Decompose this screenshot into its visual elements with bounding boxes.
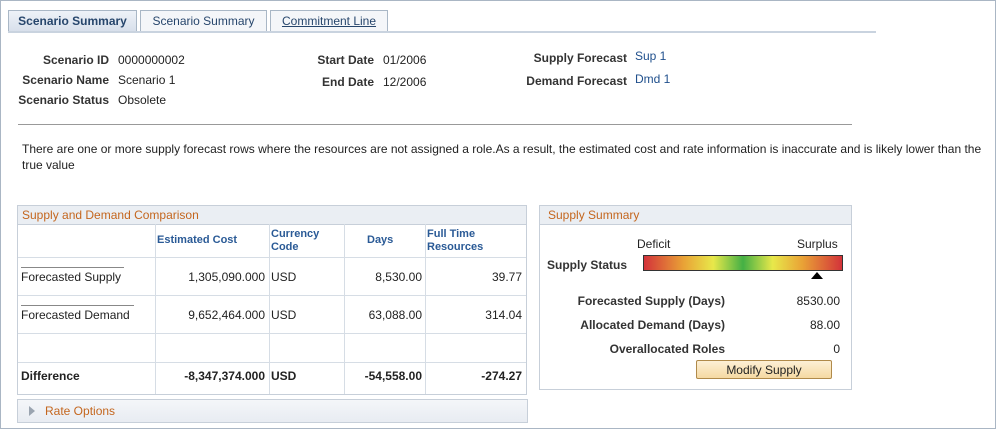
- row-demand-cost: 9,652,464.000: [188, 308, 265, 322]
- comparison-grid: Supply and Demand Comparison: [17, 205, 527, 395]
- row-supply-fte: 39.77: [491, 270, 522, 284]
- row-label-forecasted-demand: Forecasted Demand: [21, 308, 130, 322]
- row-difference-days: -54,558.00: [364, 369, 422, 383]
- start-date-value: 01/2006: [383, 53, 427, 67]
- tab-commitment-line[interactable]: Commitment Line: [270, 10, 388, 31]
- overallocated-roles-value: 0: [833, 342, 840, 356]
- grid-row-line: [18, 333, 526, 334]
- row-separator: [21, 267, 124, 268]
- row-label-difference: Difference: [21, 369, 80, 383]
- col-header-fte-2: Resources: [427, 241, 484, 253]
- start-date-label: Start Date: [317, 53, 374, 67]
- col-header-fte: Full Time: [427, 228, 476, 240]
- tab-scenario-summary-2[interactable]: Scenario Summary: [140, 10, 267, 31]
- allocated-demand-days-value: 88.00: [809, 318, 840, 332]
- row-label-forecasted-supply: Forecasted Supply: [21, 270, 122, 284]
- scenario-id-value: 0000000002: [118, 53, 185, 67]
- grid-row-line: [18, 362, 526, 363]
- rate-options-collapsible[interactable]: Rate Options: [17, 399, 528, 423]
- col-header-estimated-cost: Estimated Cost: [157, 234, 238, 246]
- tab-scenario-summary[interactable]: Scenario Summary: [8, 10, 137, 33]
- overallocated-roles-label: Overallocated Roles: [609, 342, 725, 356]
- col-header-currency-2: Code: [271, 241, 299, 253]
- row-supply-currency: USD: [271, 270, 297, 284]
- grid-row-line: [18, 257, 526, 258]
- modify-supply-button[interactable]: Modify Supply: [696, 360, 832, 379]
- row-demand-days: 63,088.00: [368, 308, 422, 322]
- row-demand-fte: 314.04: [485, 308, 522, 322]
- warning-message: There are one or more supply forecast ro…: [22, 142, 982, 172]
- grid-col-line: [269, 224, 270, 394]
- grid-col-line: [155, 224, 156, 394]
- row-supply-days: 8,530.00: [375, 270, 422, 284]
- col-header-currency: Currency: [271, 228, 320, 240]
- col-header-days: Days: [367, 234, 394, 246]
- row-supply-cost: 1,305,090.000: [188, 270, 265, 284]
- row-demand-currency: USD: [271, 308, 297, 322]
- supply-forecast-label: Supply Forecast: [533, 51, 627, 65]
- demand-forecast-label: Demand Forecast: [526, 74, 627, 88]
- scenario-status-value: Obsolete: [118, 93, 167, 107]
- row-difference-cost: -8,347,374.000: [184, 369, 265, 383]
- rate-options-label: Rate Options: [45, 404, 116, 418]
- scenario-name-label: Scenario Name: [22, 73, 109, 87]
- comparison-grid-title: Supply and Demand Comparison: [18, 206, 526, 225]
- supply-status-gauge: [643, 255, 843, 271]
- forecasted-supply-days-label: Forecasted Supply (Days): [577, 294, 725, 308]
- grid-col-line: [425, 224, 426, 394]
- grid-col-line: [344, 224, 345, 394]
- supply-status-marker-icon: [811, 272, 823, 279]
- supply-summary-panel: Supply Summary: [539, 205, 852, 390]
- expand-triangle-icon: [29, 406, 35, 416]
- scenario-id-label: Scenario ID: [42, 53, 109, 67]
- demand-forecast-link[interactable]: Dmd 1: [635, 72, 671, 86]
- surplus-label: Surplus: [797, 237, 838, 251]
- forecasted-supply-days-value: 8530.00: [796, 294, 840, 308]
- end-date-value: 12/2006: [383, 75, 427, 89]
- supply-summary-title: Supply Summary: [540, 206, 851, 225]
- row-separator: [21, 305, 134, 306]
- allocated-demand-days-label: Allocated Demand (Days): [580, 318, 725, 332]
- deficit-label: Deficit: [637, 237, 671, 251]
- scenario-name-value: Scenario 1: [118, 73, 176, 87]
- end-date-label: End Date: [321, 75, 374, 89]
- supply-status-label: Supply Status: [546, 258, 627, 272]
- row-difference-fte: -274.27: [481, 369, 522, 383]
- supply-forecast-link[interactable]: Sup 1: [635, 49, 667, 63]
- scenario-status-label: Scenario Status: [18, 93, 109, 107]
- row-difference-currency: USD: [271, 369, 297, 383]
- divider: [18, 124, 852, 125]
- tab-underline: [8, 31, 876, 33]
- grid-row-line: [18, 295, 526, 296]
